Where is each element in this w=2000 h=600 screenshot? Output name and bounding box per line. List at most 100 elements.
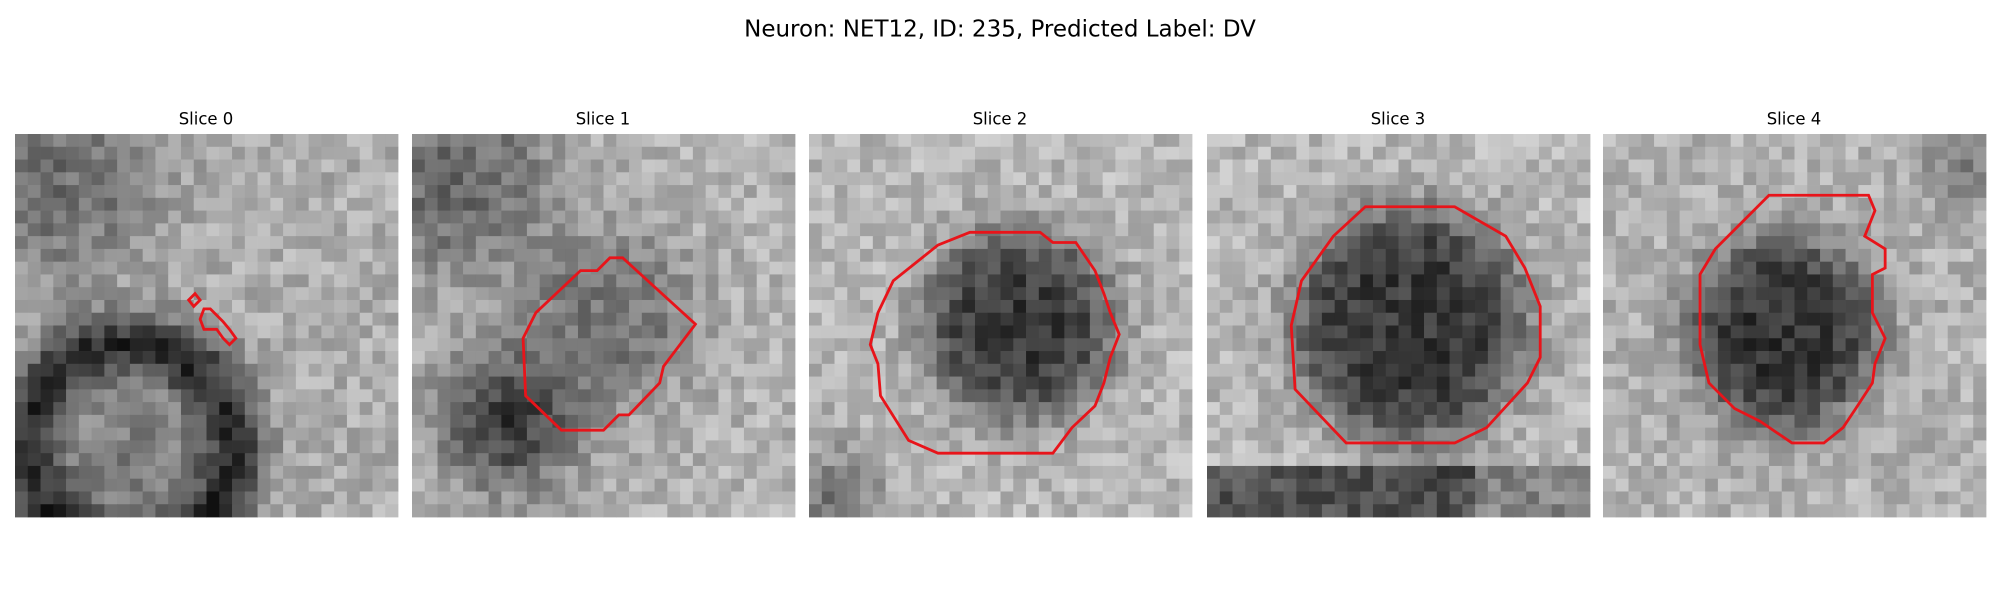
pixel (1832, 197, 1846, 211)
pixel (206, 491, 220, 505)
pixel (321, 223, 335, 237)
pixel (15, 504, 29, 518)
pixel (1449, 414, 1463, 429)
pixel (1487, 134, 1502, 148)
pixel (782, 146, 796, 160)
pixel (1232, 453, 1246, 467)
pixel (1089, 312, 1104, 326)
pixel (270, 210, 284, 224)
pixel (437, 146, 451, 160)
pixel (1603, 440, 1617, 454)
pixel (219, 185, 233, 199)
pixel (117, 172, 131, 186)
pixel (1896, 146, 1910, 160)
pixel (372, 491, 386, 505)
pixel (1475, 312, 1489, 326)
pixel (1743, 146, 1757, 160)
pixel (936, 134, 950, 148)
pixel (219, 351, 233, 365)
pixel (1564, 491, 1578, 505)
pixel (756, 159, 770, 173)
pixel (1347, 351, 1361, 365)
pixel (1551, 491, 1565, 505)
pixel (923, 504, 938, 518)
pixel (475, 351, 489, 365)
pixel (1245, 376, 1259, 390)
pixel (1372, 236, 1387, 250)
pixel (104, 287, 118, 301)
pixel (1947, 274, 1961, 288)
pixel (1436, 312, 1450, 326)
pixel (667, 376, 681, 390)
pixel (1038, 299, 1052, 314)
pixel (244, 287, 258, 301)
pixel (91, 299, 105, 314)
pixel (1166, 134, 1180, 148)
pixel (1743, 248, 1757, 263)
pixel (475, 223, 489, 237)
pixel (718, 223, 732, 237)
pixel (334, 223, 348, 237)
pixel (1820, 197, 1834, 211)
pixel (539, 465, 553, 480)
pixel (1577, 185, 1591, 199)
pixel (295, 287, 310, 301)
pixel (40, 287, 54, 301)
pixel (1102, 325, 1116, 339)
pixel (257, 146, 271, 160)
pixel (1679, 287, 1693, 301)
pixel (743, 478, 758, 492)
pixel (1013, 338, 1027, 352)
pixel (155, 402, 169, 416)
pixel (1089, 197, 1104, 211)
pixel (1538, 325, 1553, 339)
pixel (1102, 427, 1116, 441)
pixel (1360, 389, 1374, 403)
pixel (565, 465, 579, 480)
pixel (1283, 504, 1297, 518)
pixel (898, 351, 912, 365)
pixel (155, 236, 169, 250)
pixel (1334, 287, 1348, 301)
pixel (1526, 465, 1540, 480)
pixel (872, 338, 886, 352)
pixel (641, 351, 655, 365)
pixel (488, 363, 502, 377)
pixel (692, 363, 707, 377)
pixel (437, 363, 451, 377)
pixel (1219, 389, 1233, 403)
pixel (911, 338, 925, 352)
pixel (1258, 338, 1272, 352)
pixel (514, 427, 528, 441)
pixel (1475, 363, 1489, 377)
pixel (1883, 197, 1898, 211)
pixel (463, 389, 477, 403)
pixel (501, 172, 515, 186)
pixel (117, 197, 131, 211)
pixel (1487, 478, 1502, 492)
pixel (526, 134, 541, 148)
pixel (552, 274, 566, 288)
pixel (1666, 440, 1680, 454)
pixel (283, 197, 297, 211)
pixel (1820, 287, 1834, 301)
pixel (923, 223, 938, 237)
pixel (1641, 414, 1655, 429)
pixel (654, 504, 668, 518)
pixel (1666, 402, 1680, 416)
pixel (1347, 504, 1361, 518)
pixel (1615, 210, 1629, 224)
pixel (1360, 274, 1374, 288)
pixel (129, 402, 144, 416)
pixel (15, 236, 29, 250)
pixel (1679, 172, 1693, 186)
pixel (1934, 427, 1949, 441)
pixel (565, 197, 579, 211)
pixel (1603, 453, 1617, 467)
pixel (1258, 172, 1272, 186)
pixel (244, 478, 258, 492)
pixel (1577, 351, 1591, 365)
pixel (539, 351, 553, 365)
pixel (1679, 236, 1693, 250)
pixel (1973, 465, 1987, 480)
